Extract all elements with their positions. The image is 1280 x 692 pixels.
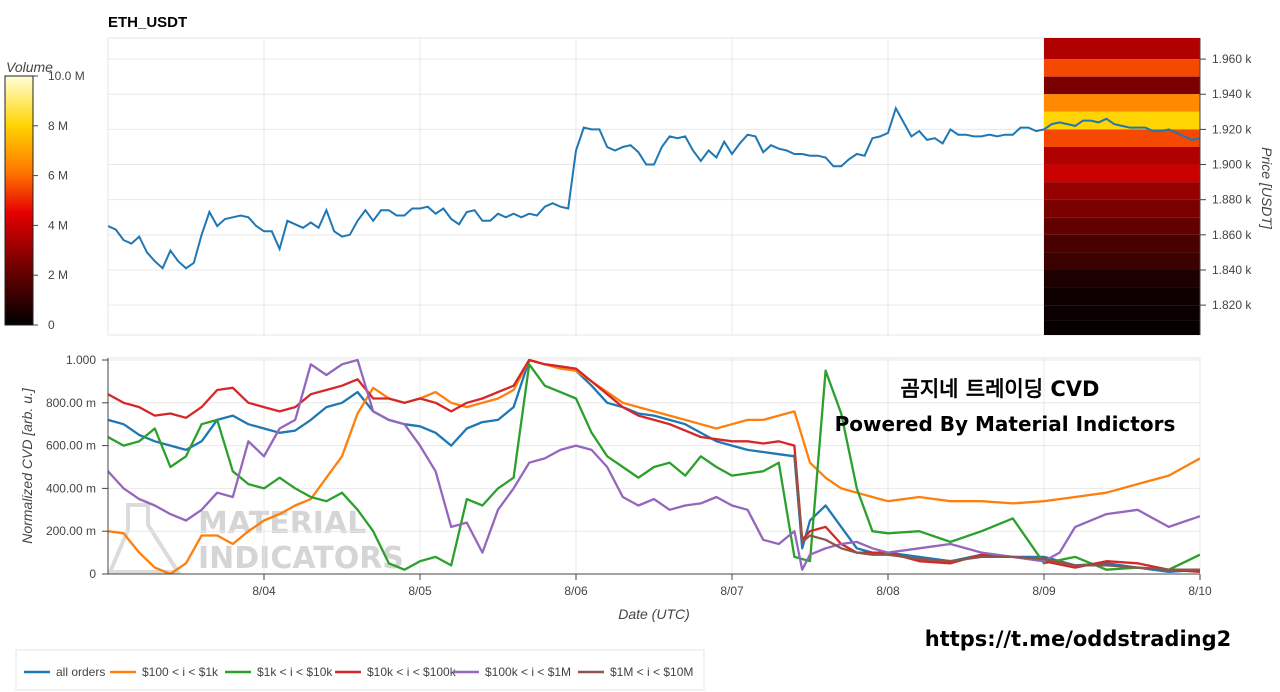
price-y-tick-label: 1.860 k	[1212, 228, 1252, 242]
heatmap-cell	[1044, 111, 1200, 130]
heatmap-cell	[1044, 59, 1200, 77]
colorbar-tick-label: 2 M	[48, 268, 68, 282]
cvd-series	[108, 358, 1200, 574]
price-series	[108, 105, 1200, 270]
legend-label-o100k: $100k < i < $1M	[485, 665, 571, 679]
legend-label-o1k: $1k < i < $10k	[257, 665, 333, 679]
heatmap-cell	[1044, 199, 1200, 218]
price-y-tick-label: 1.880 k	[1212, 193, 1252, 207]
overlay-title: 곰지네 트레이딩 CVD	[901, 377, 1100, 401]
cvd-y-tick-label: 800.00 m	[46, 396, 96, 410]
x-tick-label: 8/09	[1032, 584, 1056, 598]
price-y-axis: 1.820 k 1.840 k 1.860 k 1.880 k 1.900 k 1.920…	[1199, 38, 1252, 335]
heatmap-cell	[1044, 76, 1200, 95]
cvd-line-o100	[108, 358, 1200, 574]
price-axis-label: Price [USDT]	[1259, 147, 1275, 230]
price-y-tick-label: 1.820 k	[1212, 298, 1252, 312]
colorbar-tick-label: 6 M	[48, 169, 68, 183]
cvd-x-axis: 8/04 8/05 8/06 8/07 8/08 8/09 8/10	[108, 573, 1212, 598]
legend-label-all: all orders	[56, 665, 105, 679]
heatmap-cell	[1044, 252, 1200, 270]
telegram-link[interactable]: https://t.me/oddstrading2	[925, 627, 1232, 651]
watermark-line2: INDICATORS	[198, 541, 404, 576]
heatmap-cell	[1044, 287, 1200, 306]
legend: all orders $100 < i < $1k $1k < i < $10k $1…	[24, 665, 693, 679]
watermark-line1: MATERIAL	[198, 506, 366, 541]
colorbar-tick-label: 8 M	[48, 119, 68, 133]
colorbar-ticks: 10.0 M 8 M 6 M 4 M 2 M 0	[33, 69, 85, 332]
x-axis-label: Date (UTC)	[618, 606, 690, 622]
cvd-y-tick-label: 200.00 m	[46, 524, 96, 538]
heatmap-cell	[1044, 182, 1200, 200]
x-tick-label: 8/10	[1188, 584, 1212, 598]
cvd-y-tick-label: 0	[89, 567, 96, 581]
colorbar-tick-label: 10.0 M	[48, 69, 85, 83]
orderbook-heatmap	[1044, 38, 1200, 335]
price-y-tick-label: 1.840 k	[1212, 263, 1252, 277]
x-tick-label: 8/06	[564, 584, 588, 598]
heatmap-cell	[1044, 305, 1200, 321]
price-plot-area	[107, 37, 1201, 336]
cvd-y-axis: 0 200.00 m 400.00 m 600.00 m 800.00 m 1.000	[46, 353, 109, 581]
x-tick-label: 8/04	[252, 584, 276, 598]
cvd-line-o1m	[793, 454, 1200, 571]
x-tick-label: 8/05	[408, 584, 432, 598]
heatmap-cell	[1044, 217, 1200, 235]
heatmap-cell	[1044, 269, 1200, 288]
heatmap-cell	[1044, 320, 1200, 335]
chart-title: ETH_USDT	[108, 14, 187, 31]
heatmap-cell	[1044, 129, 1200, 147]
heatmap-cell	[1044, 234, 1200, 253]
price-y-tick-label: 1.900 k	[1212, 158, 1252, 172]
price-y-tick-label: 1.920 k	[1212, 122, 1252, 136]
legend-label-o100: $100 < i < $1k	[142, 665, 219, 679]
price-line	[108, 105, 1200, 270]
heatmap-cell	[1044, 94, 1200, 112]
colorbar-title: Volume	[6, 59, 53, 75]
cvd-y-tick-label: 400.00 m	[46, 481, 96, 495]
cvd-y-tick-label: 1.000	[66, 353, 96, 367]
cvd-y-tick-label: 600.00 m	[46, 439, 96, 453]
heatmap-cell	[1044, 164, 1200, 183]
legend-label-o10k: $10k < i < $100k	[367, 665, 457, 679]
x-tick-label: 8/07	[720, 584, 744, 598]
cvd-line-o100k	[108, 358, 1200, 571]
colorbar-gradient	[4, 75, 34, 326]
x-tick-label: 8/08	[876, 584, 900, 598]
colorbar-tick-label: 0	[48, 318, 55, 332]
colorbar-tick-label: 4 M	[48, 218, 68, 232]
legend-label-o1m: $1M < i < $10M	[610, 665, 693, 679]
price-y-tick-label: 1.940 k	[1212, 87, 1252, 101]
heatmap-cell	[1044, 38, 1200, 60]
cvd-axis-label: Normalized CVD [arb. u.]	[19, 387, 35, 544]
price-y-tick-label: 1.960 k	[1212, 52, 1252, 66]
heatmap-cell	[1044, 146, 1200, 165]
cvd-line-o1k	[108, 363, 1200, 571]
legend-box	[15, 649, 705, 691]
overlay-subtitle: Powered By Material Indictors	[835, 412, 1176, 436]
flask-icon	[106, 503, 182, 574]
